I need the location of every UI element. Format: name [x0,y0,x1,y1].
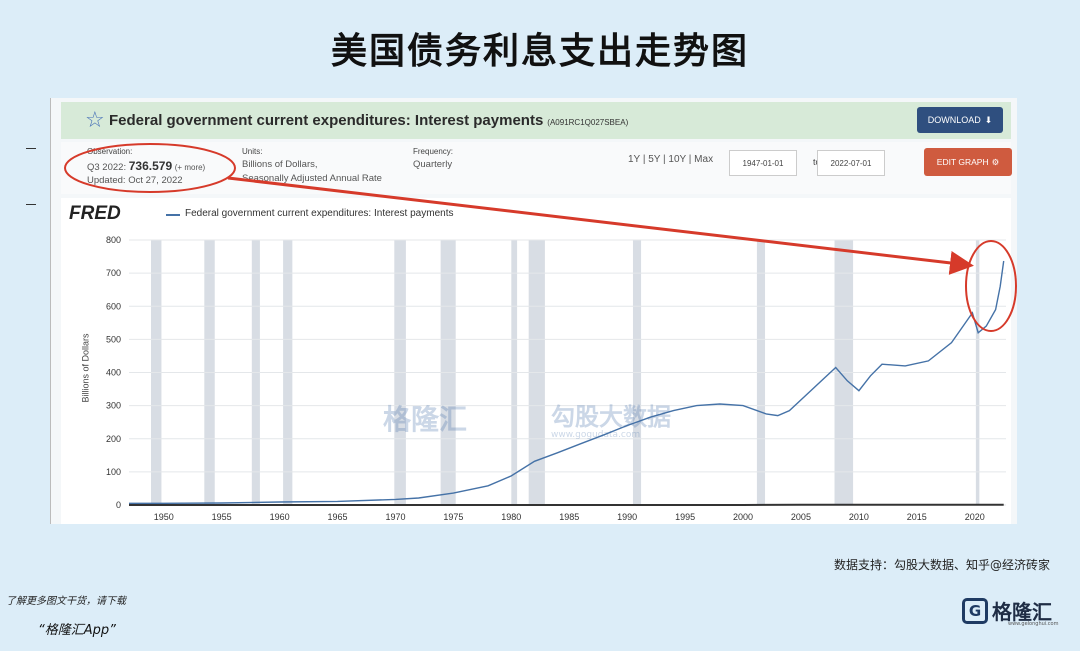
download-button[interactable]: DOWNLOAD ⬇ [917,107,1003,133]
y-tick-label: 200 [106,434,121,444]
edit-graph-label: EDIT GRAPH [936,157,989,167]
x-tick-label: 1965 [328,512,348,522]
observation-label: Observation: [87,147,133,156]
end-date-input[interactable]: 2022-07-01 [817,150,885,176]
x-tick-label: 1975 [443,512,463,522]
y-tick-label: 100 [106,467,121,477]
x-tick-label: 1970 [385,512,405,522]
y-tick-label: 800 [106,235,121,245]
gear-icon: ⚙ [991,156,1000,167]
brand-url: www.gelonghui.com [1008,621,1059,627]
updated-date: Updated: Oct 27, 2022 [87,175,183,186]
x-tick-label: 1980 [501,512,521,522]
x-tick-label: 2000 [733,512,753,522]
slide-title: 美国债务利息支出走势图 [330,31,749,72]
x-tick-label: 2015 [907,512,927,522]
brand-logo: G 格隆汇 [962,596,1052,625]
fred-screenshot: ☆ Federal government current expenditure… [50,98,1017,524]
promo-text: 了解更多图文干货，请下载 [6,596,126,607]
series-title: Federal government current expenditures:… [109,112,628,129]
observation-value: 736.579 [128,159,173,173]
x-tick-label: 1985 [559,512,579,522]
y-tick-label: 400 [106,368,121,378]
star-icon[interactable]: ☆ [85,108,105,133]
series-header: ☆ Federal government current expenditure… [61,102,1011,139]
x-tick-label: 1960 [270,512,290,522]
series-line [129,260,1005,504]
watermark-text: 勾股大数据 [551,403,671,431]
download-label: DOWNLOAD [927,115,981,125]
frequency-value: Quarterly [413,159,453,170]
observation-more-link[interactable]: (+ more) [174,163,206,172]
chart-area: FRED Federal government current expendit… [61,198,1011,524]
fred-logo: FRED [69,203,121,224]
y-tick-label: 500 [106,334,121,344]
brand-name: 格隆汇 [992,600,1052,624]
series-title-text: Federal government current expenditures:… [109,112,544,129]
observation-period: Q3 2022: [87,162,127,173]
observation-row: Q3 2022: 736.579 (+ more) [87,159,205,175]
watermark-gelonghui: 格隆汇 [383,398,467,438]
x-tick-label: 2005 [791,512,811,522]
divider-mark [26,148,36,149]
data-source: 数据支持：勾股大数据、知乎@经济砖家 [833,558,1050,572]
to-label: to [813,157,821,167]
x-tick-label: 1955 [212,512,232,522]
start-date-input[interactable]: 1947-01-01 [729,150,797,176]
frequency-label: Frequency: [413,147,454,156]
x-tick-label: 1950 [154,512,174,522]
y-tick-label: 700 [106,268,121,278]
x-tick-label: 2010 [849,512,869,522]
watermark-gogudata: 勾股大数据 [551,397,671,432]
legend-swatch [166,214,180,216]
series-info-bar: Observation: Q3 2022: 736.579 (+ more) U… [61,142,1012,194]
x-tick-label: 1990 [617,512,637,522]
units-label: Units: [242,147,263,156]
watermark-text: 格隆汇 [383,403,468,436]
series-code: (A091RC1Q027SBEA) [547,118,629,127]
period-links[interactable]: 1Y | 5Y | 10Y | Max [628,154,714,165]
divider-mark [26,204,36,205]
promo-app-name: “格隆汇App” [38,623,116,638]
y-tick-label: 300 [106,401,121,411]
g-logo-icon: G [962,597,988,624]
x-tick-label: 1995 [675,512,695,522]
download-icon: ⬇ [984,114,993,125]
y-tick-label: 600 [106,301,121,311]
y-tick-label: 0 [116,500,121,510]
watermark-url: www.gogudata.com [551,430,641,440]
units-line1: Billions of Dollars, [242,159,318,170]
edit-graph-button[interactable]: EDIT GRAPH ⚙ [924,148,1012,176]
units-line2: Seasonally Adjusted Annual Rate [242,173,382,184]
line-chart: 0 100 200 300 400 500 600 700 800 1950 1955 1960 196… [106,235,1006,522]
x-tick-label: 2020 [965,512,985,522]
